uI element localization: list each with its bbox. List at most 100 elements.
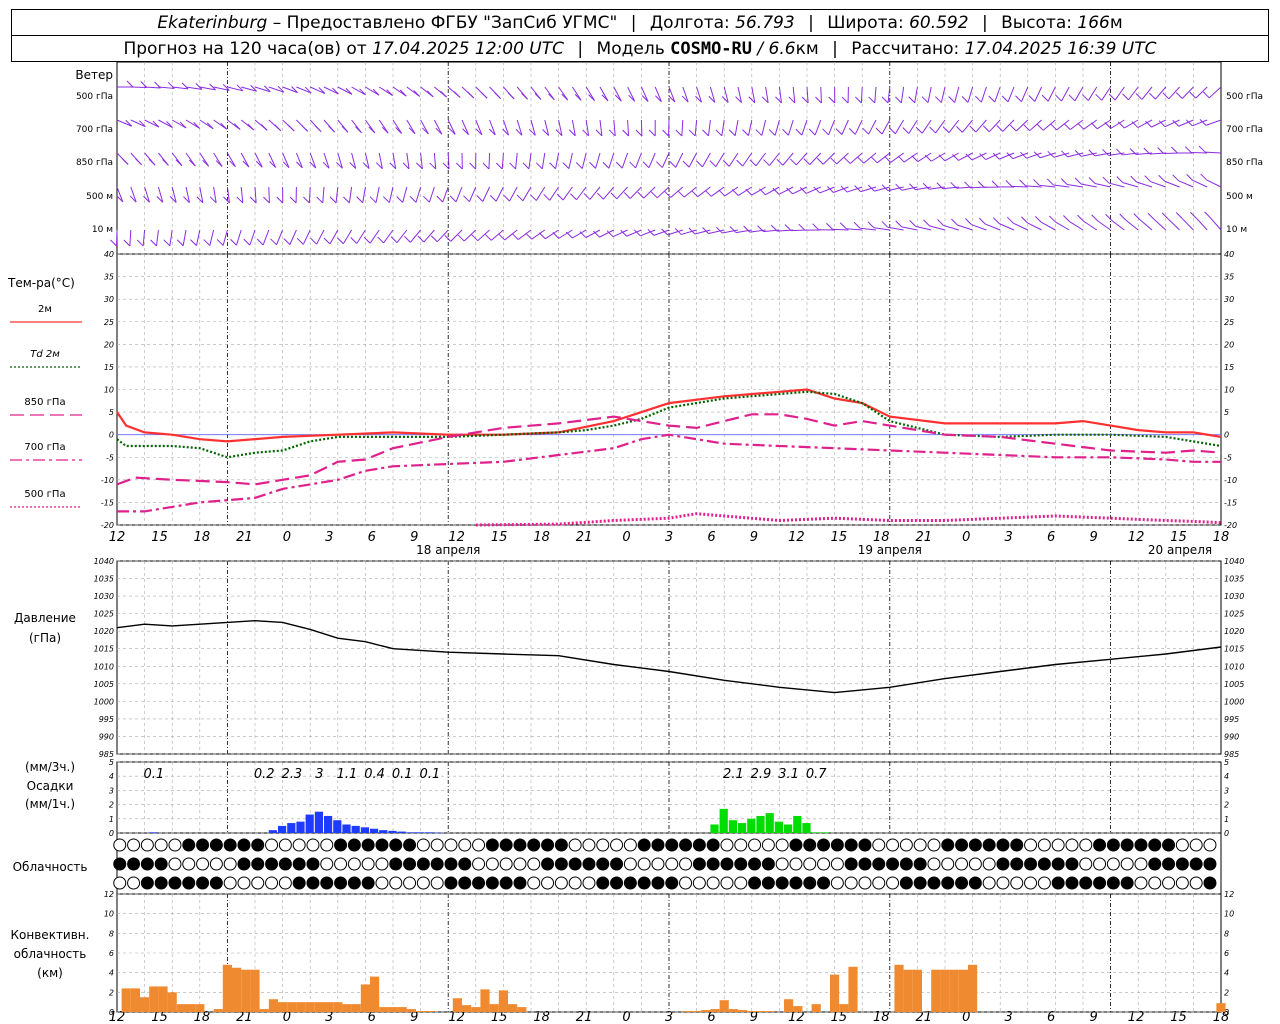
wind-barb-feather <box>455 162 463 170</box>
pressure-tick-right: 1020 <box>1224 627 1244 636</box>
time-label-bottom: 9 <box>410 1010 418 1024</box>
time-label: 9 <box>1089 530 1097 545</box>
time-label: 15 <box>151 530 168 545</box>
cloud-symbol <box>692 838 706 852</box>
time-label: 6 <box>1047 530 1055 545</box>
temp-legend-label: Td 2м <box>30 349 60 360</box>
wind-barb-feather <box>588 94 595 101</box>
wind-barb-feather <box>952 154 959 161</box>
wind-barb <box>171 186 177 203</box>
wind-barb-feather <box>1023 124 1031 132</box>
wind-barb <box>130 119 146 128</box>
conv-bar <box>186 1004 196 1012</box>
precip-bar <box>710 824 719 833</box>
wind-barb-feather <box>736 159 743 167</box>
wind-barb <box>765 186 780 196</box>
wind-barb-feather <box>230 238 237 246</box>
cloud-symbol <box>1051 857 1065 871</box>
wind-barb <box>1178 180 1194 188</box>
wind-barb-feather <box>728 129 736 137</box>
cloud-symbol <box>968 838 982 852</box>
wind-barb <box>881 119 891 135</box>
wind-barb-feather <box>203 239 211 246</box>
cloud-symbol <box>706 857 720 871</box>
conv-bar <box>278 1002 288 1012</box>
wind-barb-feather <box>884 156 892 163</box>
wind-barb <box>668 86 676 103</box>
wind-barb-feather <box>772 187 780 195</box>
wind-barb-feather <box>1060 178 1068 185</box>
wind-barb <box>723 86 729 103</box>
wind-barb-feather <box>249 196 257 204</box>
wind-barb-feather <box>655 161 663 168</box>
wind-barb-feather <box>815 96 822 104</box>
wind-barb <box>240 152 250 168</box>
wind-barb <box>254 152 263 168</box>
wind-barb <box>502 119 510 136</box>
conv-bar <box>452 998 462 1012</box>
wind-barb-feather <box>176 239 184 247</box>
wind-barb <box>661 152 670 168</box>
conv-unit: (км) <box>37 966 63 980</box>
conv-bar <box>213 1009 223 1012</box>
wind-barb-feather <box>623 192 631 199</box>
wind-barb <box>935 119 946 134</box>
wind-barb <box>710 186 725 197</box>
precip-tick-left: 4 <box>109 772 114 781</box>
wind-barb-feather <box>436 195 444 203</box>
wind-barb <box>627 119 630 137</box>
wind-barb <box>599 86 609 102</box>
conv-bar <box>894 964 904 1012</box>
pressure-tick-right: 985 <box>1224 750 1239 759</box>
cloud-symbol <box>1189 876 1203 890</box>
temp-legend-label: 500 гПа <box>24 489 65 500</box>
precip-bar <box>388 830 397 833</box>
temp-tick-left: -15 <box>101 498 114 507</box>
wind-barb <box>1101 86 1112 101</box>
conv-bar <box>940 969 950 1012</box>
cloud-symbol <box>748 876 762 890</box>
cloud-symbol <box>913 857 927 871</box>
wind-barb <box>737 186 753 196</box>
time-label-bottom: 21 <box>915 1010 932 1024</box>
cloud-symbol <box>899 876 913 890</box>
wind-barb-feather <box>538 232 546 240</box>
conv-bar <box>121 988 131 1012</box>
wind-barb-feather <box>260 123 268 131</box>
conv-bar <box>195 1004 205 1012</box>
wind-barb-feather <box>822 128 829 136</box>
wind-barb <box>309 152 317 169</box>
conv-bar <box>324 1002 334 1012</box>
time-label: 21 <box>915 530 932 545</box>
wind-barb-feather <box>256 238 264 246</box>
precip-total: 0.7 <box>806 767 827 782</box>
cloud-symbol <box>872 857 886 871</box>
precip-bar <box>278 825 287 833</box>
wind-barb <box>1128 86 1139 101</box>
wind-barb <box>721 119 725 136</box>
wind-barb-feather <box>1063 215 1070 222</box>
wind-barb-feather <box>462 128 469 135</box>
precip-total: 2.9 <box>751 767 772 782</box>
cloud-symbol <box>154 838 168 852</box>
cloud-symbol <box>982 857 996 871</box>
cloud-symbol <box>499 876 513 890</box>
wind-barb <box>832 228 849 231</box>
wind-barb <box>531 229 546 240</box>
wind-barb-feather <box>270 238 277 246</box>
cloud-symbol <box>223 857 237 871</box>
wind-barb <box>863 152 877 164</box>
wind-barb-feather <box>696 160 703 168</box>
precip-bar <box>370 828 379 833</box>
wind-title: Ветер <box>75 68 113 82</box>
model-res-unit: км <box>795 39 819 59</box>
cloud-symbol <box>899 857 913 871</box>
wind-barb <box>1087 86 1098 101</box>
wind-barb <box>769 152 780 166</box>
cloud-symbol <box>623 838 637 852</box>
wind-barb-feather <box>709 160 717 168</box>
wind-barb-feather <box>193 122 200 129</box>
cloud-symbol <box>209 857 223 871</box>
wind-barb <box>901 186 918 191</box>
